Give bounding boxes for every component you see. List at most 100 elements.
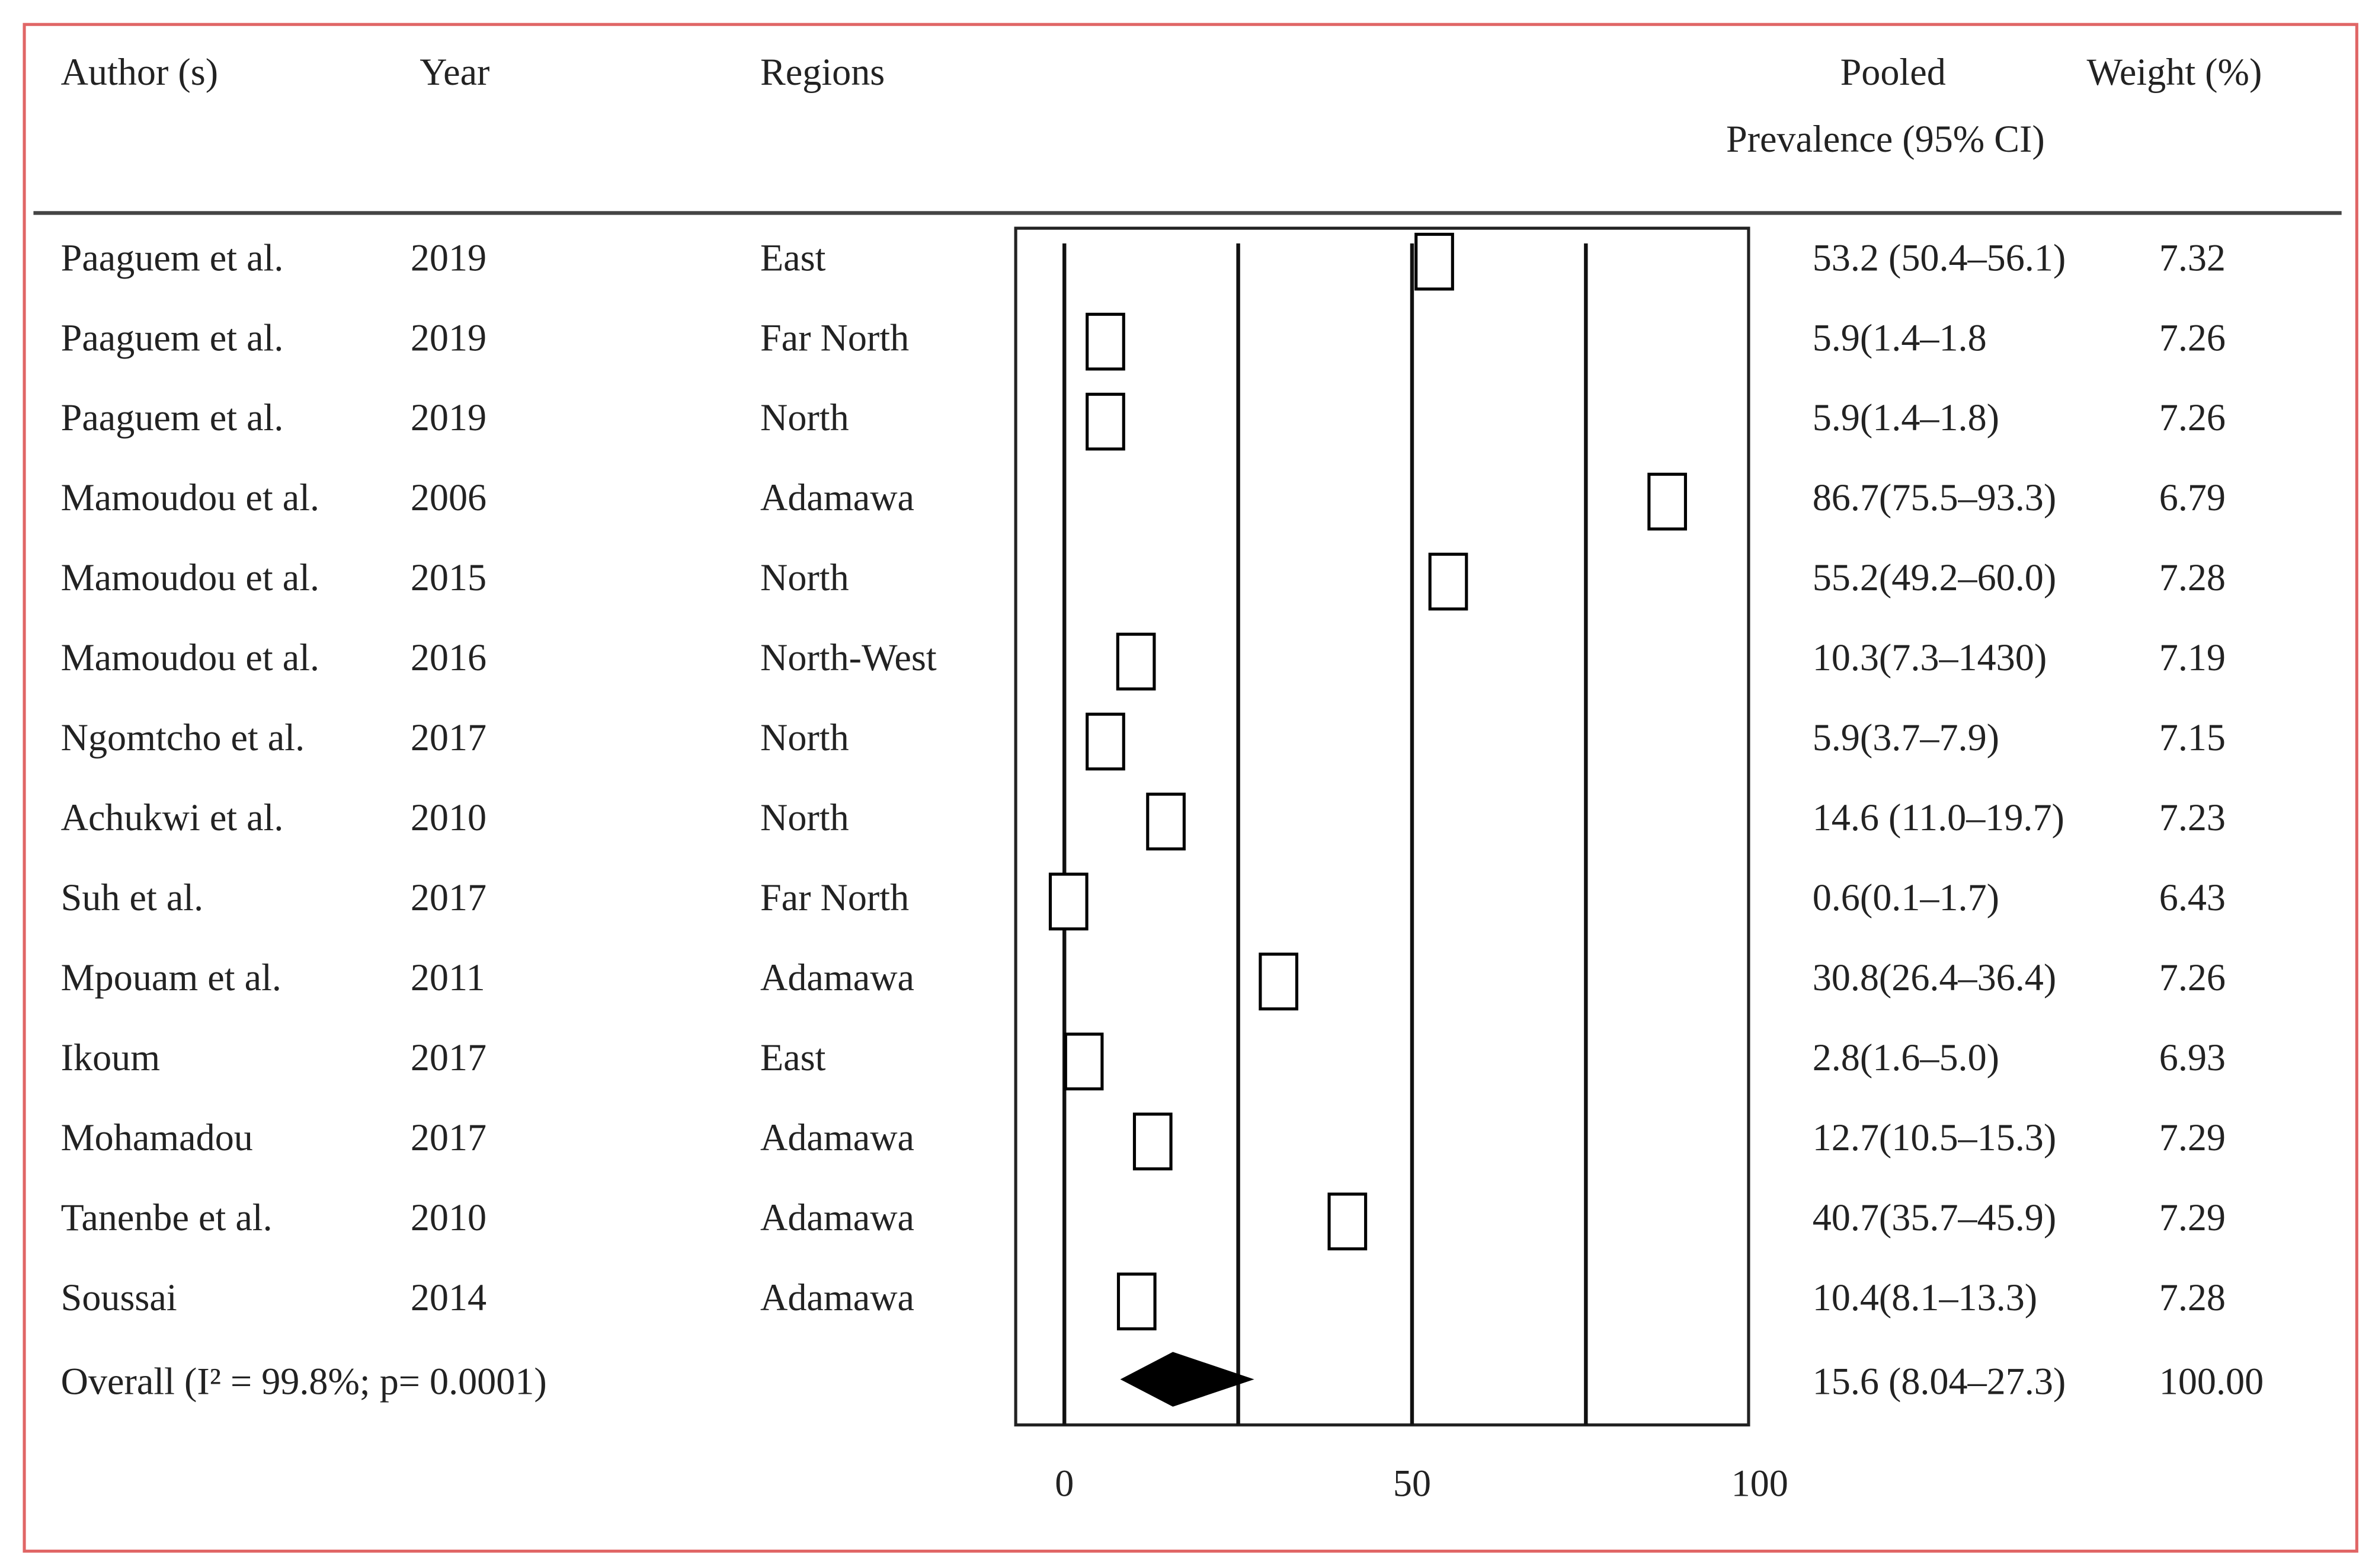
estimate-box xyxy=(1116,632,1156,691)
region: Far North xyxy=(760,876,909,919)
estimate-box xyxy=(1428,552,1468,611)
value-label: 15.6 (8.04–27.3) xyxy=(1813,1361,2066,1403)
overall-diamond xyxy=(1120,1352,1254,1407)
estimate-box xyxy=(1048,872,1089,931)
estimate-box xyxy=(1146,792,1186,851)
frame xyxy=(23,23,2358,1553)
region: Adamawa xyxy=(760,1116,914,1159)
overall-label: Overall (I² = 99.8%; p= 0.0001) xyxy=(61,1361,547,1403)
author: Tanenbe et al. xyxy=(61,1196,273,1239)
author: Paaguem et al. xyxy=(61,236,284,279)
weight: 100.00 xyxy=(2159,1361,2264,1403)
weight: 7.26 xyxy=(2159,956,2226,999)
author: Mamoudou et al. xyxy=(61,636,319,679)
region: Far North xyxy=(760,316,909,359)
year: 2019 xyxy=(411,236,486,279)
author: Mamoudou et al. xyxy=(61,556,319,599)
region: North xyxy=(760,396,849,439)
year: 2017 xyxy=(411,1036,486,1079)
value-label: 2.8(1.6–5.0) xyxy=(1813,1036,1999,1079)
author: Mohamadou xyxy=(61,1116,253,1159)
year: 2017 xyxy=(411,716,486,759)
year: 2019 xyxy=(411,396,486,439)
x-tick-label: 0 xyxy=(1055,1463,1074,1505)
value-label: 53.2 (50.4–56.1) xyxy=(1813,236,2066,279)
year: 2011 xyxy=(411,956,485,999)
estimate-box xyxy=(1064,1032,1104,1091)
weight: 7.26 xyxy=(2159,396,2226,439)
header: Author (s) xyxy=(61,51,218,93)
author: Soussai xyxy=(61,1276,177,1319)
region: Adamawa xyxy=(760,1196,914,1239)
year: 2017 xyxy=(411,876,486,919)
weight: 7.19 xyxy=(2159,636,2226,679)
weight: 7.32 xyxy=(2159,236,2226,279)
year: 2006 xyxy=(411,476,486,519)
author: Achukwi et al. xyxy=(61,796,284,839)
year: 2010 xyxy=(411,1196,486,1239)
region: North xyxy=(760,556,849,599)
weight: 6.43 xyxy=(2159,876,2226,919)
region: North xyxy=(760,716,849,759)
value-label: 0.6(0.1–1.7) xyxy=(1813,876,1999,919)
estimate-box xyxy=(1259,952,1299,1011)
author: Paaguem et al. xyxy=(61,316,284,359)
year: 2015 xyxy=(411,556,486,599)
region: Adamawa xyxy=(760,476,914,519)
weight: 7.28 xyxy=(2159,556,2226,599)
estimate-box xyxy=(1414,232,1454,291)
value-label: 14.6 (11.0–19.7) xyxy=(1813,796,2064,839)
year: 2017 xyxy=(411,1116,486,1159)
weight: 6.79 xyxy=(2159,476,2226,519)
estimate-box xyxy=(1116,1272,1157,1330)
year: 2014 xyxy=(411,1276,486,1319)
author: Paaguem et al. xyxy=(61,396,284,439)
region: North xyxy=(760,796,849,839)
weight: 7.28 xyxy=(2159,1276,2226,1319)
header: Pooled xyxy=(1840,51,1946,93)
weight: 7.29 xyxy=(2159,1116,2226,1159)
value-label: 5.9(3.7–7.9) xyxy=(1813,716,1999,759)
weight: 7.23 xyxy=(2159,796,2226,839)
weight: 6.93 xyxy=(2159,1036,2226,1079)
weight: 7.26 xyxy=(2159,316,2226,359)
plot-frame xyxy=(1014,226,1750,1427)
x-tick-label: 100 xyxy=(1731,1463,1788,1505)
year: 2019 xyxy=(411,316,486,359)
value-label: 10.4(8.1–13.3) xyxy=(1813,1276,2037,1319)
value-label: 40.7(35.7–45.9) xyxy=(1813,1196,2057,1239)
author: Suh et al. xyxy=(61,876,204,919)
value-label: 30.8(26.4–36.4) xyxy=(1813,956,2057,999)
author: Mamoudou et al. xyxy=(61,476,319,519)
author: Ngomtcho et al. xyxy=(61,716,305,759)
value-label: 5.9(1.4–1.8 xyxy=(1813,316,1987,359)
header: Year xyxy=(420,51,489,93)
region: East xyxy=(760,1036,826,1079)
value-label: 10.3(7.3–1430) xyxy=(1813,636,2047,679)
author: Mpouam et al. xyxy=(61,956,281,999)
header: Regions xyxy=(760,51,885,93)
value-label: 12.7(10.5–15.3) xyxy=(1813,1116,2057,1159)
value-label: 55.2(49.2–60.0) xyxy=(1813,556,2057,599)
header: Weight (%) xyxy=(2086,51,2262,93)
region: Adamawa xyxy=(760,956,914,999)
weight: 7.29 xyxy=(2159,1196,2226,1239)
region: East xyxy=(760,236,826,279)
author: Ikoum xyxy=(61,1036,160,1079)
x-tick-label: 50 xyxy=(1393,1463,1431,1505)
region: Adamawa xyxy=(760,1276,914,1319)
estimate-box xyxy=(1647,472,1687,531)
header: Prevalence (95% CI) xyxy=(1726,118,2045,160)
year: 2010 xyxy=(411,796,486,839)
value-label: 5.9(1.4–1.8) xyxy=(1813,396,1999,439)
estimate-box xyxy=(1132,1112,1173,1171)
estimate-box xyxy=(1086,712,1125,771)
weight: 7.15 xyxy=(2159,716,2226,759)
year: 2016 xyxy=(411,636,486,679)
estimate-box xyxy=(1086,392,1125,451)
value-label: 86.7(75.5–93.3) xyxy=(1813,476,2057,519)
estimate-box xyxy=(1086,312,1125,371)
estimate-box xyxy=(1327,1192,1368,1251)
region: North-West xyxy=(760,636,937,679)
